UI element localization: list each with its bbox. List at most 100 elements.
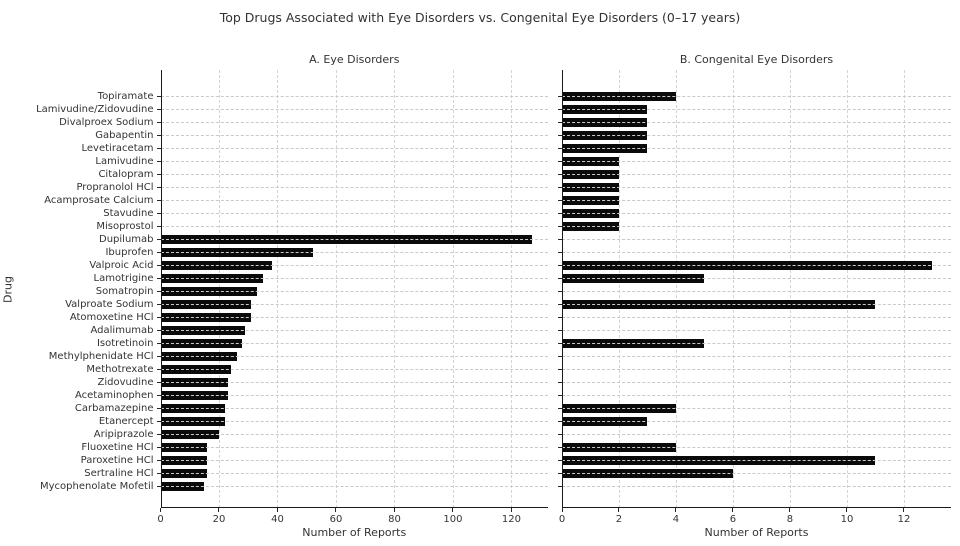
y-gridline (562, 226, 951, 227)
y-gridline (160, 473, 548, 474)
y-tick-label: Fluoxetine HCl (81, 441, 154, 453)
y-gridline (562, 265, 951, 266)
x-gridline (394, 70, 396, 508)
y-tick-label: Isotretinoin (96, 337, 154, 349)
y-tick-mark (558, 187, 562, 188)
y-tick-mark (156, 135, 161, 136)
y-gridline (160, 96, 548, 97)
y-gridline (160, 447, 548, 448)
y-gridline (160, 330, 548, 331)
y-gridline (562, 200, 951, 201)
x-tick-mark (618, 508, 620, 512)
x-tick-mark (452, 508, 454, 512)
y-gridline (160, 434, 548, 435)
y-gridline (160, 304, 548, 305)
y-gridline (160, 317, 548, 318)
x-gridline (846, 70, 848, 508)
x-tick-label: 12 (897, 514, 911, 525)
panel-a-plot-area: 0 20 40 60 80 100 120 Topiramate Lamivudine/Zido… (36, 70, 548, 525)
y-tick-label: Atomoxetine HCl (69, 311, 154, 323)
y-tick-label: Lamotrigine (93, 272, 154, 284)
y-tick-label: Valproic Acid (89, 259, 154, 271)
y-tick-label: Acamprosate Calcium (44, 194, 154, 206)
y-gridline (160, 356, 548, 357)
y-tick-label: Etanercept (98, 415, 154, 427)
x-gridline (903, 70, 905, 508)
y-tick-label: Lamivudine (95, 155, 154, 167)
x-tick-mark (561, 508, 563, 512)
y-tick-label: Levetiracetam (81, 142, 154, 154)
y-tick-mark (156, 187, 161, 188)
y-gridline (160, 369, 548, 370)
y-tick-label: Aripiprazole (93, 428, 154, 440)
x-tick-mark (276, 508, 278, 512)
y-gridline (160, 226, 548, 227)
x-gridline (675, 70, 677, 508)
y-tick-mark (156, 213, 161, 214)
y-tick-mark (156, 395, 161, 396)
y-gridline (562, 239, 951, 240)
y-gridline (562, 109, 951, 110)
y-tick-mark (156, 239, 161, 240)
y-tick-mark (558, 408, 562, 409)
x-tick-mark (789, 508, 791, 512)
y-tick-mark (558, 434, 562, 435)
x-tick-label: 10 (840, 514, 854, 525)
y-tick-label: Valproate Sodium (65, 298, 154, 310)
y-tick-mark (156, 96, 161, 97)
y-tick-mark (558, 226, 562, 227)
y-tick-label: Misoprostol (96, 220, 154, 232)
y-gridline (562, 96, 951, 97)
y-tick-mark (558, 382, 562, 383)
y-tick-mark (558, 252, 562, 253)
y-gridline (160, 291, 548, 292)
x-gridline (277, 70, 279, 508)
y-tick-mark (558, 109, 562, 110)
y-tick-mark (558, 343, 562, 344)
x-gridline (789, 70, 791, 508)
y-tick-mark (156, 486, 161, 487)
y-gridline (562, 148, 951, 149)
y-tick-mark (156, 421, 161, 422)
y-gridline (160, 135, 548, 136)
y-gridline (562, 252, 951, 253)
y-gridline (562, 369, 951, 370)
x-tick-mark (510, 508, 512, 512)
y-gridline (562, 213, 951, 214)
y-gridline (562, 343, 951, 344)
y-gridline (562, 395, 951, 396)
y-tick-mark (558, 473, 562, 474)
x-tick-mark (218, 508, 220, 512)
y-tick-mark (156, 343, 161, 344)
y-gridline (562, 447, 951, 448)
y-tick-mark (558, 278, 562, 279)
y-gridline (160, 109, 548, 110)
y-tick-mark (558, 447, 562, 448)
x-tick-label: 0 (558, 514, 566, 525)
panel-b-left-spine (562, 70, 563, 508)
x-tick-mark (732, 508, 734, 512)
y-gridline (160, 460, 548, 461)
y-tick-label: Stavudine (103, 207, 154, 219)
x-gridline (618, 70, 620, 508)
y-tick-label: Citalopram (98, 168, 154, 180)
x-gridline (732, 70, 734, 508)
y-tick-mark (558, 200, 562, 201)
y-tick-mark (558, 135, 562, 136)
y-gridline (160, 200, 548, 201)
y-tick-mark (156, 460, 161, 461)
y-gridline (562, 122, 951, 123)
y-tick-label: Topiramate (97, 90, 154, 102)
y-gridline (562, 421, 951, 422)
y-tick-mark (558, 356, 562, 357)
y-tick-label: Adalimumab (90, 324, 154, 336)
panel-b-x-axis-label: Number of Reports (704, 526, 809, 539)
y-tick-label: Carbamazepine (74, 402, 154, 414)
y-gridline (160, 265, 548, 266)
y-gridline (562, 460, 951, 461)
y-tick-mark (558, 486, 562, 487)
x-tick-label: 4 (672, 514, 680, 525)
y-tick-mark (156, 291, 161, 292)
y-tick-label: Paroxetine HCl (80, 454, 154, 466)
y-gridline (562, 330, 951, 331)
